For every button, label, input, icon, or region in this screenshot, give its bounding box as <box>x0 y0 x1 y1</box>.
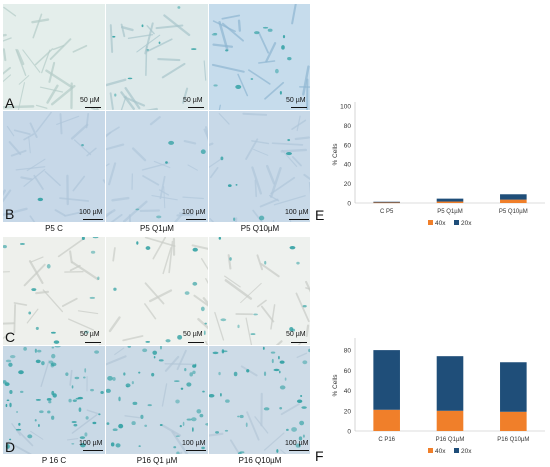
legend-label: 40x <box>435 220 446 227</box>
micrograph-c2 <box>106 237 208 345</box>
scale-bar <box>186 450 206 451</box>
scale-label: 100 µM <box>285 209 309 216</box>
micrograph-d1 <box>3 346 105 454</box>
x-tick-label: C P5 <box>380 209 394 215</box>
scale-label: 50 µM <box>286 331 306 338</box>
y-tick-label: 0 <box>347 201 351 208</box>
legend-swatch <box>428 220 433 225</box>
y-tick-label: 60 <box>344 368 352 375</box>
bar-40x <box>500 199 527 203</box>
x-tick-label: C P16 <box>378 437 395 443</box>
bar-40x <box>500 411 527 431</box>
scale-bar <box>186 219 206 220</box>
scale-label: 100 µM <box>285 440 309 447</box>
legend-swatch <box>428 448 433 453</box>
panel-letter-b: B <box>5 206 15 222</box>
y-tick-label: 80 <box>344 348 352 355</box>
scale-label: 50 µM <box>80 331 100 338</box>
scale-label: 100 µM <box>182 440 206 447</box>
bar-20x <box>500 362 527 412</box>
scale-label: 100 µM <box>182 209 206 216</box>
scale-bar <box>85 342 101 343</box>
y-tick-label: 20 <box>344 408 352 415</box>
scale-bar <box>291 107 307 108</box>
scale-bar <box>85 107 101 108</box>
scale-bar <box>83 450 103 451</box>
column-label-p16-q1: P16 Q1 µM <box>136 456 178 465</box>
micrograph-d2 <box>106 346 208 454</box>
scale-bar <box>188 107 204 108</box>
x-tick-label: P5 Q10µM <box>499 209 528 215</box>
x-tick-label: P16 Q1µM <box>436 437 465 443</box>
panel-letter-d: D <box>5 439 16 455</box>
bar-20x <box>436 356 464 411</box>
column-label-p5-q1: P5 Q1µM <box>140 224 174 233</box>
bar-40x <box>373 409 400 431</box>
y-tick-label: 60 <box>344 142 352 149</box>
legend-swatch <box>454 220 459 225</box>
x-tick-label: P16 Q10µM <box>497 437 529 443</box>
scale-label: 100 µM <box>79 440 103 447</box>
y-tick-label: 40 <box>344 162 352 169</box>
column-label-p16-q10: P16 Q10µM <box>238 456 282 465</box>
y-axis-label: % Cells <box>332 374 339 397</box>
scale-label: 100 µM <box>79 209 103 216</box>
chart-e: 0 20 40 60 80 100 % Cells C P5 P5 Q1µM P5 Q10µM 40… <box>332 102 545 227</box>
scale-bar <box>188 342 204 343</box>
scale-bar <box>291 342 307 343</box>
scale-bar <box>289 219 309 220</box>
micrograph-c1 <box>3 237 105 345</box>
y-axis-label: % Cells <box>332 143 339 166</box>
y-tick-label: 0 <box>347 429 351 436</box>
panel-letter-c: C <box>5 329 16 345</box>
micrograph-a1 <box>3 4 105 110</box>
chart-f: 0 20 40 60 80 % Cells C P16 P16 Q1µM P16 Q10µM 40… <box>332 338 545 455</box>
panel-letter-f: F <box>315 448 324 464</box>
legend-label: 20x <box>461 220 472 227</box>
micrograph-a2 <box>106 4 208 110</box>
column-label-p5-c: P5 C <box>45 224 63 233</box>
y-tick-label: 20 <box>344 181 352 188</box>
column-label-p5-q10: P5 Q10µM <box>240 224 280 233</box>
panel-letter-e: E <box>315 207 325 223</box>
bar-20x <box>500 194 527 200</box>
panel-letter-a: A <box>5 95 15 111</box>
micrograph-b1 <box>3 111 105 222</box>
bar-20x <box>436 198 464 202</box>
micrograph-b2 <box>106 111 208 222</box>
micrograph-a3 <box>209 4 310 110</box>
micrograph-d3 <box>209 346 310 454</box>
bar-40x <box>436 410 464 431</box>
scale-bar <box>83 219 103 220</box>
micrograph-b3 <box>209 111 310 222</box>
bar-40x <box>436 201 464 203</box>
x-tick-label: P5 Q1µM <box>437 209 462 215</box>
bar-20x <box>373 350 400 410</box>
scale-label: 50 µM <box>80 97 100 104</box>
legend-swatch <box>454 448 459 453</box>
legend-label: 40x <box>435 448 446 455</box>
scale-label: 50 µM <box>286 97 306 104</box>
micrograph-c3 <box>209 237 310 345</box>
bar-40x <box>373 202 400 204</box>
legend-label: 20x <box>461 448 472 455</box>
column-label-p16-c: P 16 C <box>41 456 67 465</box>
y-tick-label: 40 <box>344 388 352 395</box>
y-tick-label: 80 <box>344 123 352 130</box>
y-tick-label: 100 <box>340 104 351 111</box>
scale-bar <box>289 450 309 451</box>
bar-20x <box>373 201 400 203</box>
scale-label: 50 µM <box>183 97 203 104</box>
scale-label: 50 µM <box>183 331 203 338</box>
